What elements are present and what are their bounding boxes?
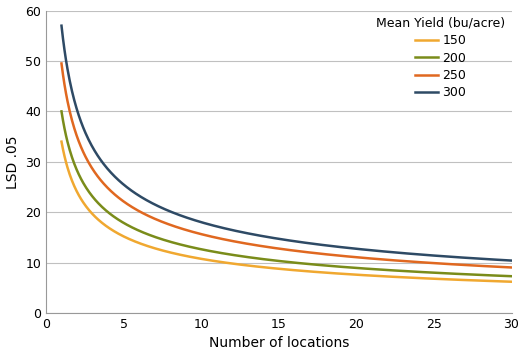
150 [359, 273, 365, 277]
300 [174, 212, 180, 216]
250 [397, 259, 404, 263]
200 [323, 263, 330, 268]
300 [359, 247, 365, 251]
150 [174, 252, 180, 256]
300 [262, 234, 268, 239]
300 [138, 195, 144, 199]
250 [262, 245, 268, 249]
200 [359, 266, 365, 271]
200 [58, 109, 65, 114]
200 [174, 242, 180, 246]
300 [508, 258, 514, 263]
150 [138, 242, 144, 246]
250 [138, 210, 144, 214]
150 [323, 271, 330, 275]
200 [397, 269, 404, 273]
Line: 250: 250 [61, 63, 511, 267]
150 [262, 265, 268, 269]
250 [174, 225, 180, 229]
200 [138, 230, 144, 234]
Y-axis label: LSD .05: LSD .05 [6, 135, 19, 189]
150 [58, 140, 65, 144]
Line: 150: 150 [61, 142, 511, 282]
250 [323, 252, 330, 256]
X-axis label: Number of locations: Number of locations [208, 336, 349, 350]
200 [262, 257, 268, 262]
250 [508, 265, 514, 269]
200 [508, 274, 514, 278]
Line: 300: 300 [61, 26, 511, 261]
250 [58, 61, 65, 66]
300 [323, 244, 330, 248]
300 [58, 23, 65, 28]
Legend: 150, 200, 250, 300: 150, 200, 250, 300 [374, 14, 508, 102]
150 [508, 279, 514, 284]
150 [397, 275, 404, 279]
Line: 200: 200 [61, 111, 511, 276]
300 [397, 251, 404, 255]
250 [359, 256, 365, 260]
